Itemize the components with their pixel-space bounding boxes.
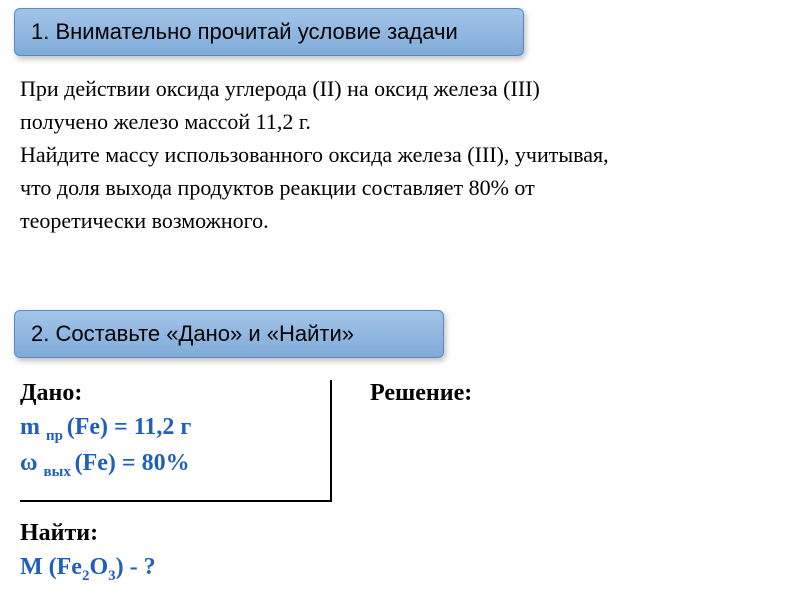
given-l1-sub: пр — [46, 428, 67, 444]
given-line-1: m пр (Fe) = 11,2 г — [20, 411, 320, 447]
problem-statement: При действии оксида углерода (II) на окс… — [20, 72, 760, 237]
problem-line-3: Найдите массу использованного оксида жел… — [20, 138, 760, 171]
problem-line-5: теоретически возможного. — [20, 204, 760, 237]
given-l2-sub: вых — [44, 464, 75, 480]
step1-text: 1. Внимательно прочитай условие задачи — [31, 19, 458, 44]
problem-line-2: получено железо массой 11,2 г. — [20, 105, 760, 138]
find-l1-prefix: M (Fe — [20, 554, 82, 580]
given-l1-rest: (Fe) = 11,2 г — [67, 414, 192, 440]
solve-label: Решение: — [370, 380, 472, 407]
step-box-1: 1. Внимательно прочитай условие задачи — [14, 8, 524, 56]
given-line-2: ω вых (Fe) = 80% — [20, 447, 320, 483]
step-box-2: 2. Составьте «Дано» и «Найти» — [14, 310, 444, 358]
problem-line-4: что доля выхода продуктов реакции состав… — [20, 171, 760, 204]
solve-block: Решение: — [370, 380, 472, 411]
find-l1-sub2: 3 — [108, 568, 116, 584]
given-label: Дано: — [20, 380, 320, 407]
vertical-divider — [330, 380, 332, 500]
given-l1-prefix: m — [20, 414, 46, 440]
find-block: Найти: M (Fe2O3) - ? — [20, 520, 320, 587]
problem-line-1: При действии оксида углерода (II) на окс… — [20, 72, 760, 105]
horizontal-divider — [20, 500, 332, 502]
given-l2-prefix: ω — [20, 450, 44, 476]
find-l1-mid: O — [89, 554, 108, 580]
given-block: Дано: m пр (Fe) = 11,2 г ω вых (Fe) = 80… — [20, 380, 320, 483]
find-label: Найти: — [20, 520, 320, 547]
given-l2-rest: (Fe) = 80% — [75, 450, 190, 476]
find-line-1: M (Fe2O3) - ? — [20, 551, 320, 587]
find-l1-rest: ) - ? — [116, 554, 156, 580]
step2-text: 2. Составьте «Дано» и «Найти» — [31, 321, 354, 346]
